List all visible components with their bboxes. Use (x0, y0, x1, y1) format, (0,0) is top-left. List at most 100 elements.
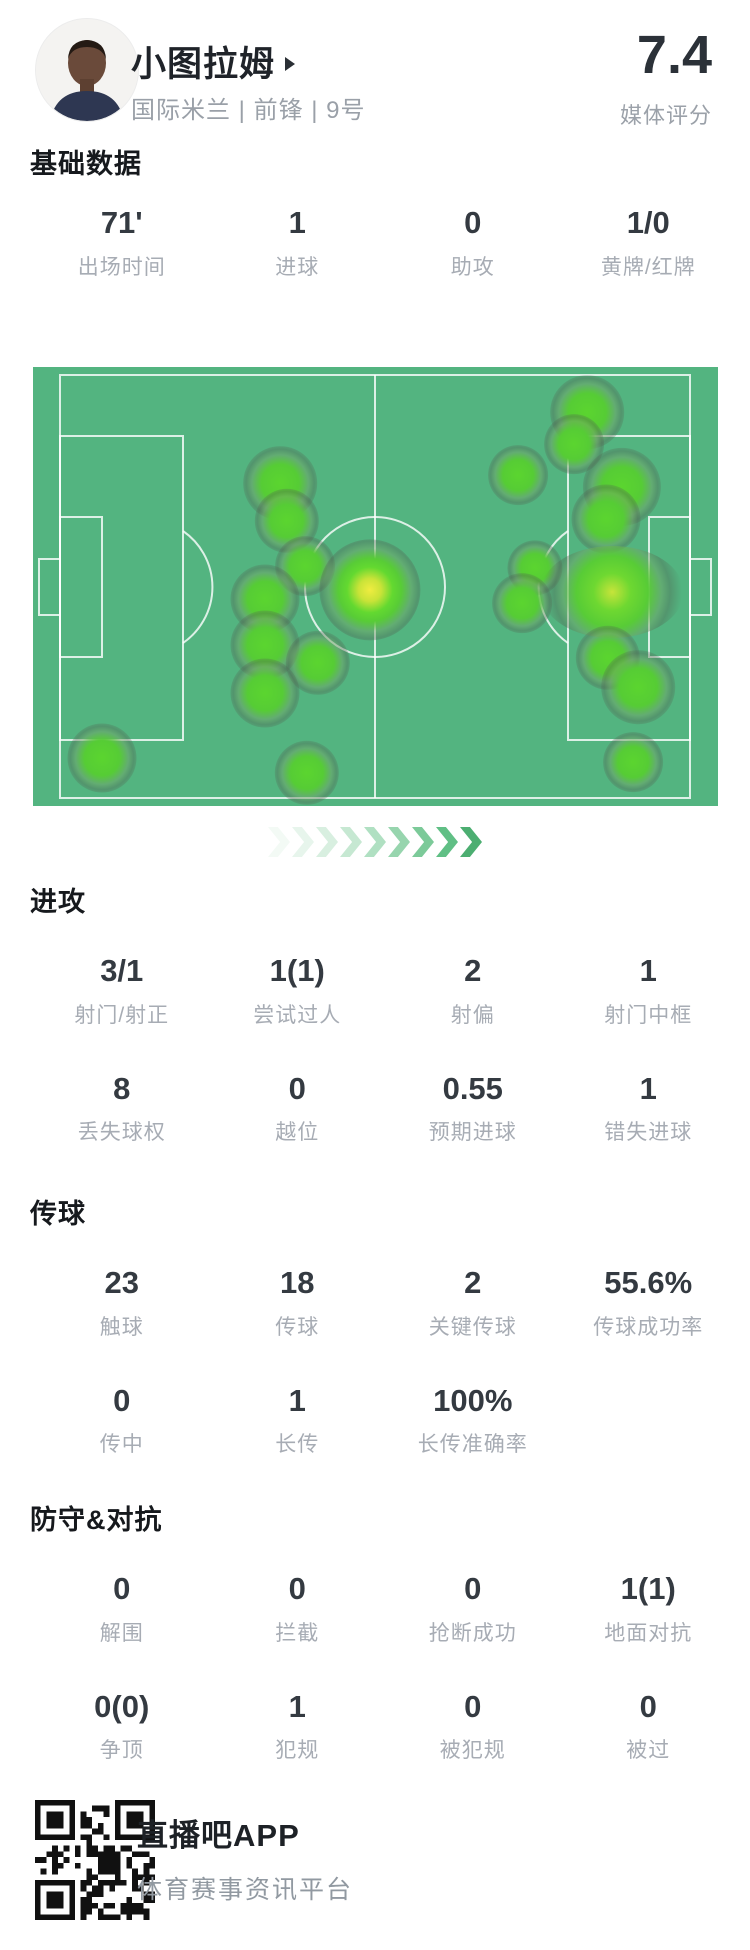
section-0: 基础数据 71' 出场时间 1 进球 0 助攻 1/0 黄牌/红牌 (0, 142, 750, 281)
stat-长传准确率: 100% 长传准确率 (385, 1383, 561, 1459)
stat-label: 关键传球 (428, 1315, 517, 1339)
stat-value: 1(1) (620, 1571, 676, 1606)
media-rating-value: 7.4 (636, 25, 712, 85)
stat-row: 71' 出场时间 1 进球 0 助攻 1/0 黄牌/红牌 (0, 205, 750, 281)
stat-越位: 0 越位 (210, 1071, 386, 1147)
stat-value: 0 (639, 1688, 657, 1724)
stat-label: 射门/射正 (74, 1003, 170, 1027)
stat-value: 71' (100, 205, 143, 240)
qr-code (35, 1800, 155, 1920)
section-title: 进攻 (30, 887, 86, 917)
chevron-separator (0, 827, 750, 857)
section-title: 传球 (30, 1199, 86, 1229)
stat-进球: 1 进球 (210, 205, 386, 281)
stat-value: 55.6% (604, 1265, 693, 1300)
stat-黄牌/红牌: 1/0 黄牌/红牌 (561, 205, 737, 281)
section-title: 基础数据 (30, 149, 142, 179)
stat-label: 解围 (99, 1621, 144, 1645)
stat-value: 8 (113, 1070, 131, 1106)
chevron-icon (388, 827, 410, 857)
stat-row: 3/1 射门/射正 1(1) 尝试过人 2 射偏 1 射门中框 (0, 953, 750, 1029)
stat-射门中框: 1 射门中框 (561, 953, 737, 1029)
stat-cell-empty (561, 1383, 737, 1459)
stat-row: 0(0) 争顶 1 犯规 0 被犯规 0 被过 (0, 1689, 750, 1765)
chevron-icon (268, 827, 290, 857)
stat-label: 触球 (99, 1315, 144, 1339)
stat-传球成功率: 55.6% 传球成功率 (561, 1265, 737, 1341)
stat-label: 被过 (626, 1739, 671, 1763)
stat-传球: 18 传球 (210, 1265, 386, 1341)
stat-value: 0(0) (94, 1688, 150, 1724)
stat-label: 长传准确率 (417, 1433, 528, 1457)
section-title: 防守&对抗 (30, 1505, 163, 1535)
stat-label: 抢断成功 (428, 1621, 517, 1645)
stat-value: 23 (104, 1265, 139, 1300)
stat-关键传球: 2 关键传球 (385, 1265, 561, 1341)
stat-value: 1 (288, 1688, 306, 1724)
stat-label: 出场时间 (77, 255, 166, 279)
section-1: 进攻 3/1 射门/射正 1(1) 尝试过人 2 射偏 1 射门中框 8 丢失球权 0 越位 0.55 预期… (0, 880, 750, 1146)
stat-row: 23 触球 18 传球 2 关键传球 55.6% 传球成功率 (0, 1265, 750, 1341)
section-3: 防守&对抗 0 解围 0 拦截 0 抢断成功 1(1) 地面对抗 0(0) 争顶 1 犯规 0 被犯规 0 被过 (0, 1498, 750, 1764)
stat-value: 0 (464, 205, 482, 240)
chevron-icon (316, 827, 338, 857)
section-2: 传球 23 触球 18 传球 2 关键传球 55.6% 传球成功率 0 传中 1 长传 100% 长传准确率 (0, 1192, 750, 1458)
chevron-icon (460, 827, 482, 857)
stat-出场时间: 71' 出场时间 (34, 205, 210, 281)
stat-label: 拦截 (275, 1621, 320, 1645)
stat-value: 18 (280, 1265, 315, 1300)
stat-value: 1(1) (269, 953, 325, 988)
stat-label: 越位 (275, 1121, 320, 1145)
stat-row: 8 丢失球权 0 越位 0.55 预期进球 1 错失进球 (0, 1071, 750, 1147)
stat-value: 1 (639, 1070, 657, 1106)
heatmap-pitch (33, 367, 718, 806)
stat-触球: 23 触球 (34, 1265, 210, 1341)
stat-助攻: 0 助攻 (385, 205, 561, 281)
avatar (35, 18, 139, 122)
stat-拦截: 0 拦截 (210, 1571, 386, 1647)
stat-label: 传球成功率 (593, 1315, 704, 1339)
stat-row: 0 传中 1 长传 100% 长传准确率 (0, 1383, 750, 1459)
stat-value: 0 (288, 1571, 306, 1606)
stat-被犯规: 0 被犯规 (385, 1689, 561, 1765)
player-detail-arrow-icon[interactable] (285, 56, 296, 71)
media-rating-label: 媒体评分 (619, 103, 712, 128)
player-name-button[interactable]: 小图拉姆 (131, 36, 296, 87)
stat-label: 长传 (275, 1433, 320, 1457)
chevron-icon (436, 827, 458, 857)
stat-尝试过人: 1(1) 尝试过人 (210, 953, 386, 1029)
stat-长传: 1 长传 (210, 1383, 386, 1459)
stat-丢失球权: 8 丢失球权 (34, 1071, 210, 1147)
stat-label: 助攻 (450, 255, 495, 279)
stat-label: 黄牌/红牌 (600, 255, 696, 279)
stat-label: 尝试过人 (253, 1003, 342, 1027)
stat-label: 犯规 (275, 1739, 320, 1763)
pitch-lines (38, 374, 712, 799)
stat-value: 0 (464, 1688, 482, 1724)
stat-value: 0 (288, 1070, 306, 1106)
stat-label: 预期进球 (428, 1121, 517, 1145)
player-team-line: 国际米兰 | 前锋 | 9号 (131, 97, 366, 124)
stat-label: 传中 (99, 1433, 144, 1457)
stat-row: 0 解围 0 拦截 0 抢断成功 1(1) 地面对抗 (0, 1571, 750, 1647)
stat-label: 被犯规 (439, 1739, 506, 1763)
stat-抢断成功: 0 抢断成功 (385, 1571, 561, 1647)
stat-射偏: 2 射偏 (385, 953, 561, 1029)
stat-value: 1/0 (626, 205, 670, 240)
stat-label: 丢失球权 (77, 1121, 166, 1145)
stat-预期进球: 0.55 预期进球 (385, 1071, 561, 1147)
stat-label: 进球 (275, 255, 320, 279)
stat-label: 地面对抗 (604, 1621, 693, 1645)
stat-value: 0 (464, 1571, 482, 1606)
chevron-icon (364, 827, 386, 857)
app-tagline: 体育赛事资讯平台 (137, 1876, 354, 1904)
player-name: 小图拉姆 (131, 45, 276, 84)
stat-value: 1 (288, 1382, 306, 1418)
chevron-icon (292, 827, 314, 857)
stat-错失进球: 1 错失进球 (561, 1071, 737, 1147)
stat-value: 0.55 (442, 1070, 503, 1106)
stat-label: 争顶 (99, 1739, 144, 1763)
stat-value: 2 (464, 953, 482, 988)
stat-value: 100% (433, 1382, 513, 1418)
